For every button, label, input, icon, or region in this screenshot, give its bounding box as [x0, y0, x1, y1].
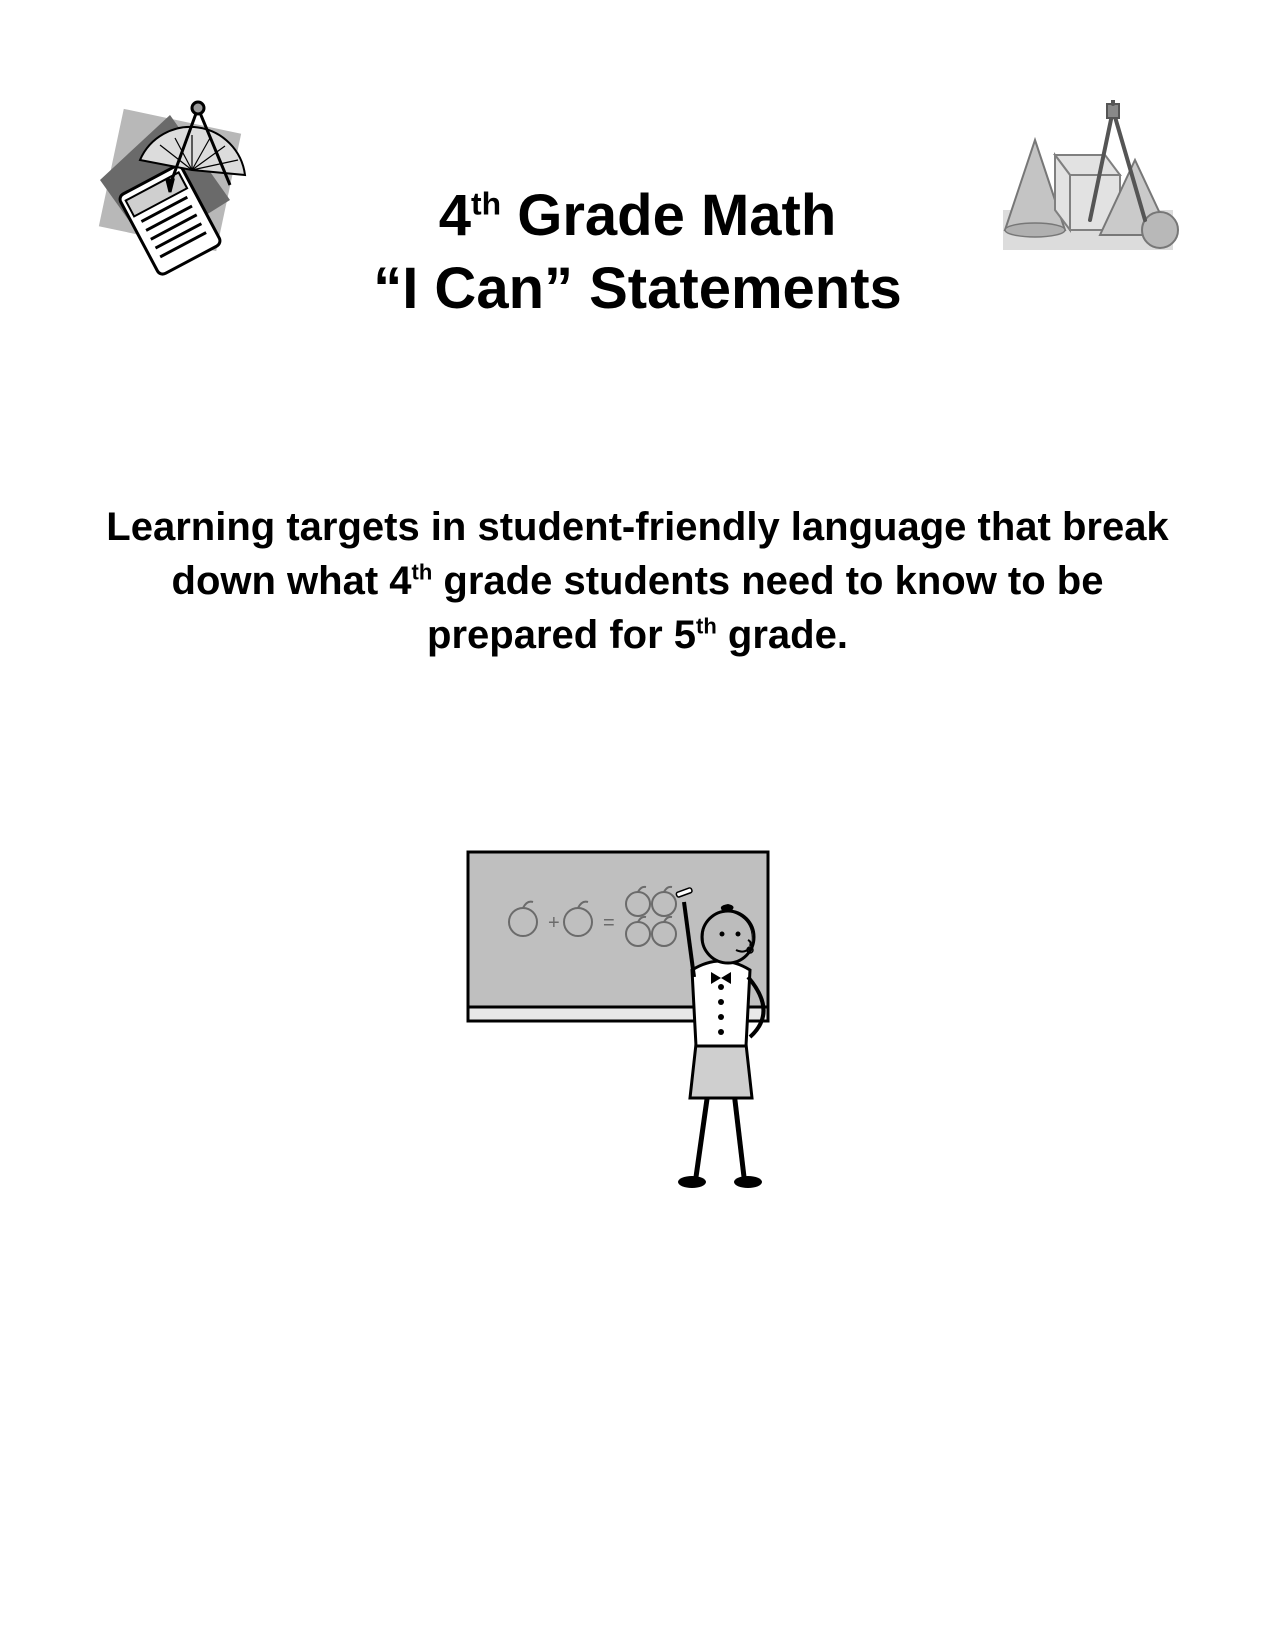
math-tools-icon: [80, 90, 280, 290]
svg-text:+: +: [548, 912, 560, 934]
title-line-2: “I Can” Statements: [373, 256, 902, 321]
title-line-1: 4th Grade Math: [439, 183, 837, 248]
teacher-chalkboard-icon: + =: [438, 832, 838, 1192]
geometry-tools-icon: [995, 100, 1185, 270]
header-row: 4th Grade Math “I Can” Statements: [90, 100, 1185, 380]
page-subtitle: Learning targets in student-friendly lan…: [90, 500, 1185, 662]
svg-text:=: =: [603, 912, 615, 934]
